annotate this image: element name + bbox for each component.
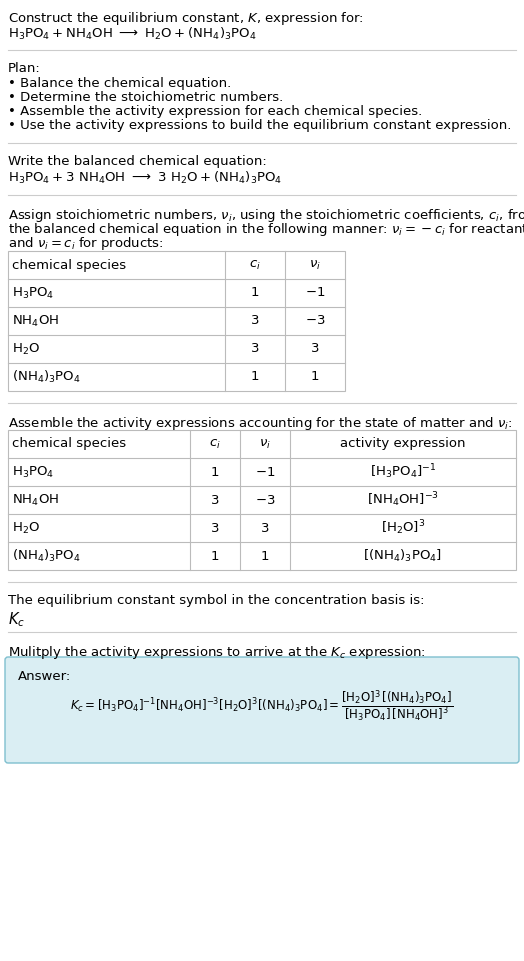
Text: $\mathrm{NH_4OH}$: $\mathrm{NH_4OH}$ (12, 492, 59, 507)
Text: 3: 3 (261, 522, 269, 534)
Text: • Balance the chemical equation.: • Balance the chemical equation. (8, 77, 231, 90)
Text: $-1$: $-1$ (255, 465, 275, 479)
Text: $\mathrm{H_2O}$: $\mathrm{H_2O}$ (12, 521, 40, 535)
Text: 1: 1 (261, 550, 269, 562)
Text: 3: 3 (251, 314, 259, 328)
FancyBboxPatch shape (5, 657, 519, 763)
Text: $\nu_i$: $\nu_i$ (259, 437, 271, 451)
Text: $[\mathrm{H_2O}]^3$: $[\mathrm{H_2O}]^3$ (381, 519, 425, 537)
Text: $\mathrm{(NH_4)_3PO_4}$: $\mathrm{(NH_4)_3PO_4}$ (12, 369, 81, 385)
Text: $\mathrm{NH_4OH}$: $\mathrm{NH_4OH}$ (12, 313, 59, 329)
Text: $K_c$: $K_c$ (8, 610, 25, 628)
Text: • Determine the stoichiometric numbers.: • Determine the stoichiometric numbers. (8, 91, 283, 104)
Text: $\mathrm{H_3PO_4 + 3\ NH_4OH\ \longrightarrow\ 3\ H_2O + (NH_4)_3PO_4}$: $\mathrm{H_3PO_4 + 3\ NH_4OH\ \longright… (8, 170, 282, 186)
Text: $c_i$: $c_i$ (249, 259, 261, 272)
Text: 3: 3 (311, 342, 319, 356)
Text: $\mathrm{H_2O}$: $\mathrm{H_2O}$ (12, 341, 40, 357)
Text: $\mathrm{H_3PO_4}$: $\mathrm{H_3PO_4}$ (12, 285, 54, 301)
Text: and $\nu_i = c_i$ for products:: and $\nu_i = c_i$ for products: (8, 235, 163, 252)
Text: chemical species: chemical species (12, 259, 126, 272)
Text: $[(\mathrm{NH_4})_3\mathrm{PO_4}]$: $[(\mathrm{NH_4})_3\mathrm{PO_4}]$ (364, 548, 443, 564)
Text: Assign stoichiometric numbers, $\nu_i$, using the stoichiometric coefficients, $: Assign stoichiometric numbers, $\nu_i$, … (8, 207, 524, 224)
Text: $\nu_i$: $\nu_i$ (309, 259, 321, 272)
Text: Answer:: Answer: (18, 670, 71, 683)
Text: • Assemble the activity expression for each chemical species.: • Assemble the activity expression for e… (8, 105, 422, 118)
Text: $-3$: $-3$ (255, 494, 275, 506)
Text: 3: 3 (211, 522, 219, 534)
Text: $\mathrm{H_3PO_4 + NH_4OH}$ $\longrightarrow$ $\mathrm{H_2O + (NH_4)_3PO_4}$: $\mathrm{H_3PO_4 + NH_4OH}$ $\longrighta… (8, 26, 256, 42)
Text: the balanced chemical equation in the following manner: $\nu_i = -c_i$ for react: the balanced chemical equation in the fo… (8, 221, 524, 238)
Text: Construct the equilibrium constant, $K$, expression for:: Construct the equilibrium constant, $K$,… (8, 10, 364, 27)
Text: $[\mathrm{NH_4OH}]^{-3}$: $[\mathrm{NH_4OH}]^{-3}$ (367, 491, 439, 509)
Text: 1: 1 (211, 550, 219, 562)
Text: $[\mathrm{H_3PO_4}]^{-1}$: $[\mathrm{H_3PO_4}]^{-1}$ (370, 462, 436, 481)
Text: 3: 3 (251, 342, 259, 356)
Text: $-1$: $-1$ (305, 286, 325, 300)
Text: $c_i$: $c_i$ (209, 437, 221, 451)
Text: Assemble the activity expressions accounting for the state of matter and $\nu_i$: Assemble the activity expressions accoun… (8, 415, 512, 432)
Text: 1: 1 (251, 371, 259, 383)
Bar (8, 430, 516, 570)
Text: The equilibrium constant symbol in the concentration basis is:: The equilibrium constant symbol in the c… (8, 594, 424, 607)
Text: $\mathrm{(NH_4)_3PO_4}$: $\mathrm{(NH_4)_3PO_4}$ (12, 548, 81, 564)
Text: 3: 3 (211, 494, 219, 506)
Text: 1: 1 (311, 371, 319, 383)
Text: chemical species: chemical species (12, 437, 126, 451)
Text: Plan:: Plan: (8, 62, 41, 75)
Text: • Use the activity expressions to build the equilibrium constant expression.: • Use the activity expressions to build … (8, 119, 511, 132)
Text: activity expression: activity expression (340, 437, 466, 451)
Text: 1: 1 (251, 286, 259, 300)
Bar (8, 251, 345, 391)
Text: $K_c = [\mathrm{H_3PO_4}]^{-1} [\mathrm{NH_4OH}]^{-3} [\mathrm{H_2O}]^3 [(\mathr: $K_c = [\mathrm{H_3PO_4}]^{-1} [\mathrm{… (71, 688, 453, 724)
Text: 1: 1 (211, 465, 219, 479)
Text: $\mathrm{H_3PO_4}$: $\mathrm{H_3PO_4}$ (12, 464, 54, 480)
Text: Write the balanced chemical equation:: Write the balanced chemical equation: (8, 155, 267, 168)
Text: $-3$: $-3$ (305, 314, 325, 328)
Text: Mulitply the activity expressions to arrive at the $K_c$ expression:: Mulitply the activity expressions to arr… (8, 644, 426, 661)
